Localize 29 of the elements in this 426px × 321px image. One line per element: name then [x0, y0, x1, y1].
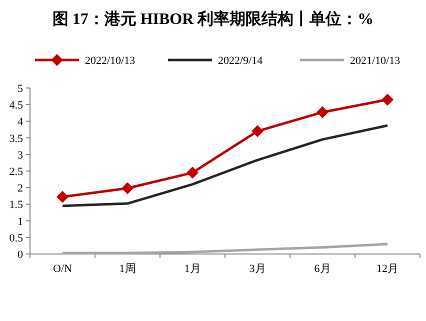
- y-tick-label: 3: [18, 149, 24, 162]
- y-tick-label: 1: [18, 216, 23, 228]
- y-tick-label: 5: [18, 83, 24, 95]
- y-tick-label: 1.5: [9, 199, 24, 212]
- x-tick-label: 12月: [376, 263, 398, 275]
- chart-title: 图 17：港元 HIBOR 利率期限结构丨单位：%: [52, 9, 374, 28]
- line-series: [61, 124, 389, 208]
- x-tick-label: 3月: [249, 263, 266, 275]
- point: [252, 125, 264, 138]
- x-tick-label: 1月: [184, 263, 201, 275]
- y-tick-label: 0: [18, 249, 24, 261]
- x-tick-label: 6月: [314, 263, 331, 275]
- point: [316, 106, 328, 118]
- point: [186, 166, 198, 179]
- point: [56, 190, 68, 203]
- legend-label: 2022/9/14: [218, 55, 264, 67]
- legend-label: 2021/10/13: [350, 55, 401, 67]
- y-tick-label: 3.5: [9, 132, 24, 145]
- legend-label: 2022/10/13: [85, 55, 136, 67]
- y-tick-label: 4: [18, 116, 24, 128]
- x-tick-label: O/N: [53, 263, 72, 275]
- line-series: [61, 242, 389, 254]
- point: [122, 182, 134, 194]
- x-tick-label: 1周: [119, 263, 136, 275]
- point: [382, 94, 394, 106]
- y-tick-label: 0.5: [9, 232, 24, 244]
- y-tick-label: 4.5: [9, 100, 24, 112]
- y-tick-label: 2: [18, 182, 23, 195]
- y-tick-label: 2.5: [9, 166, 24, 178]
